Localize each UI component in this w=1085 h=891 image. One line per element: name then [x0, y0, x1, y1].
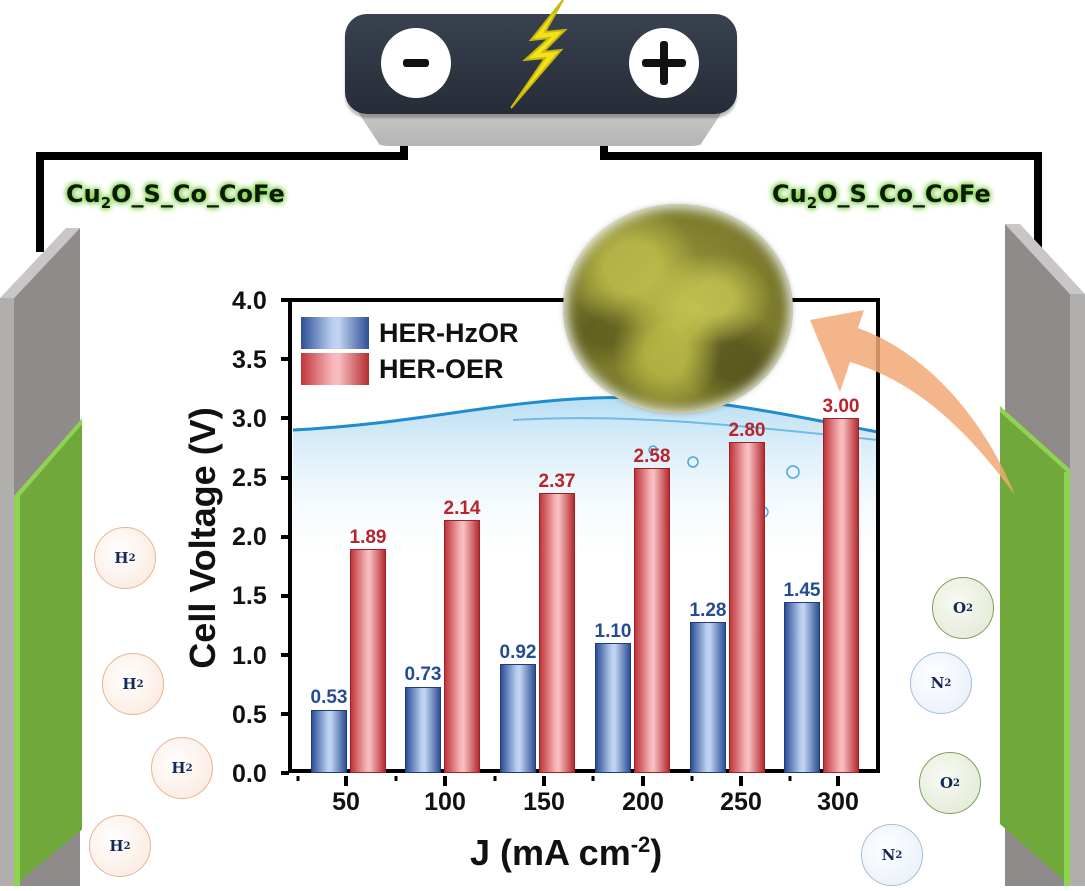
y-tick-label: 4.0: [232, 287, 267, 315]
y-major-ticks: [281, 298, 289, 776]
label-base: Cu: [772, 180, 807, 208]
value-label-her-hzor: 0.53: [310, 687, 348, 708]
label-subscript: 2: [806, 193, 818, 212]
sem-micrograph-image: [563, 204, 793, 414]
bubble-element: H: [122, 675, 137, 693]
x-tick-label: 50: [332, 788, 360, 816]
x-axis-label: J (mA cm-2): [470, 832, 662, 874]
x-tick-label: 100: [424, 788, 466, 816]
bubble-element: N: [881, 846, 896, 864]
negative-terminal-icon: [381, 28, 451, 98]
y-tick-label: 0.0: [232, 760, 267, 788]
bar-her-hzor-150: [500, 664, 536, 773]
bubble-subscript: 2: [128, 552, 136, 564]
label-base: Cu: [66, 180, 101, 208]
y-tick-label: 0.5: [232, 701, 267, 729]
wire-left-horizontal: [36, 152, 408, 160]
x-tick-label: 200: [622, 788, 664, 816]
y-tick-label: 3.0: [232, 405, 267, 433]
x-axis-label-close: ): [650, 832, 663, 873]
x-axis-label-superscript: -2: [630, 832, 651, 857]
x-tick-label: 150: [523, 788, 565, 816]
value-label-her-oer: 2.37: [538, 471, 576, 492]
wire-left-vertical: [36, 152, 44, 252]
left-electrode-label: Cu2O_S_Co_CoFe: [66, 180, 285, 212]
lightning-bolt-icon: [505, 0, 575, 112]
value-label-her-hzor: 1.10: [594, 621, 632, 642]
bubble-element: O: [939, 774, 954, 792]
bubble-subscript: 2: [185, 762, 193, 774]
bar-her-hzor-200: [595, 643, 631, 773]
bar-her-hzor-300: [784, 602, 820, 773]
bubble-element: H: [109, 837, 124, 855]
bar-her-oer-250: [729, 442, 765, 773]
label-rest: O_S_Co_CoFe: [111, 180, 285, 208]
water-wave-background: [292, 392, 879, 572]
value-label-her-hzor: 0.92: [499, 642, 537, 663]
x-major-ticks: [288, 773, 880, 786]
value-label-her-hzor: 1.45: [783, 580, 821, 601]
bubble-subscript: 2: [966, 602, 974, 614]
bar-her-hzor-100: [405, 687, 441, 773]
positive-terminal-icon: [629, 28, 699, 98]
bar-her-hzor-250: [690, 622, 726, 773]
bubble-subscript: 2: [944, 677, 952, 689]
y-tick-label: 1.0: [232, 642, 267, 670]
legend-label: HER-OER: [379, 353, 504, 384]
legend-swatch-blue: [301, 317, 369, 349]
bar-her-oer-100: [444, 520, 480, 773]
y-axis-label: Cell Voltage (V): [182, 407, 223, 669]
right-electrode-label: Cu2O_S_Co_CoFe: [772, 180, 991, 212]
label-subscript: 2: [100, 193, 112, 212]
legend-label: HER-HzOR: [379, 317, 519, 348]
legend-item-her-oer: HER-OER: [301, 351, 519, 387]
arrow-icon: [800, 310, 1020, 500]
x-tick-label: 250: [720, 788, 762, 816]
value-label-her-oer: 2.14: [443, 498, 481, 519]
x-tick-label: 300: [817, 788, 859, 816]
bubble-subscript: 2: [895, 849, 903, 861]
bubble-element: H: [171, 759, 186, 777]
bubble-element: N: [930, 674, 945, 692]
x-axis-label-main: J (mA cm: [470, 832, 631, 873]
bubble-element: O: [952, 599, 967, 617]
bubble-element: H: [114, 549, 129, 567]
y-tick-label: 3.5: [232, 346, 267, 374]
bar-her-oer-200: [634, 468, 670, 773]
bubble-subscript: 2: [123, 840, 131, 852]
battery: [345, 0, 737, 114]
legend-item-her-hzor: HER-HzOR: [301, 315, 519, 351]
legend: HER-HzOR HER-OER: [301, 315, 519, 387]
wire-right-drop: [600, 140, 608, 160]
value-label-her-oer: 2.58: [633, 446, 671, 467]
label-rest: O_S_Co_CoFe: [817, 180, 991, 208]
bar-her-oer-150: [539, 493, 575, 773]
y-tick-label: 2.5: [232, 464, 267, 492]
value-label-her-oer: 1.89: [349, 527, 387, 548]
y-tick-label: 1.5: [232, 582, 267, 610]
bar-her-oer-50: [350, 549, 386, 773]
y-tick-label: 2.0: [232, 523, 267, 551]
right-electrode: [1000, 224, 1085, 886]
wire-right-horizontal: [600, 152, 1042, 160]
bar-her-hzor-50: [311, 710, 347, 773]
left-electrode: [0, 228, 84, 886]
bubble-subscript: 2: [953, 777, 961, 789]
bubble-subscript: 2: [136, 678, 144, 690]
value-label-her-hzor: 1.28: [689, 600, 727, 621]
wire-right-vertical: [1034, 152, 1042, 252]
value-label-her-hzor: 0.73: [404, 664, 442, 685]
value-label-her-oer: 2.80: [728, 420, 766, 441]
wire-left-drop: [400, 140, 408, 160]
legend-swatch-red: [301, 353, 369, 385]
